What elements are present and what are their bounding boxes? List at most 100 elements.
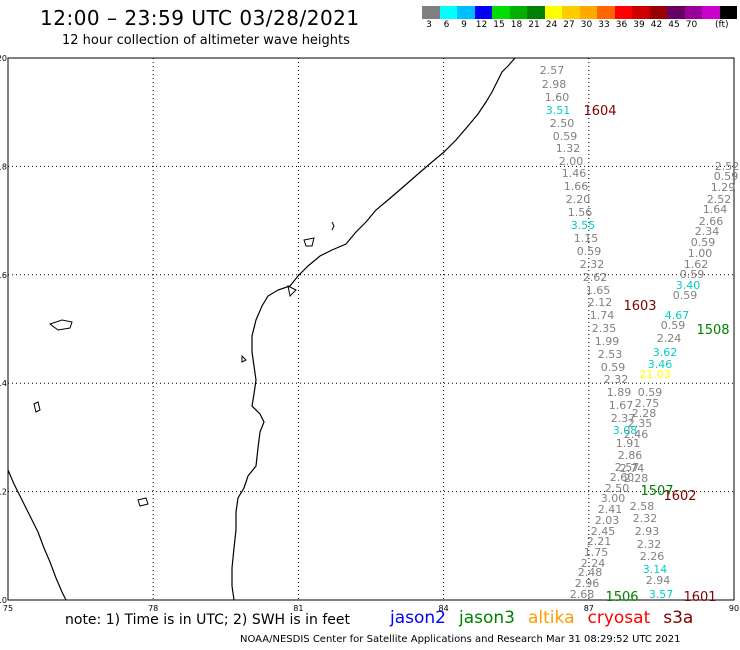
pass-number: 1603 bbox=[623, 299, 656, 314]
wave-height-value: 0.59 bbox=[577, 245, 602, 258]
wave-height-value: 3.57 bbox=[649, 588, 674, 601]
island bbox=[48, 319, 73, 331]
colorbar-swatch bbox=[492, 6, 510, 19]
wave-height-value: 3.55 bbox=[571, 219, 596, 232]
wave-height-value: 2.94 bbox=[646, 574, 671, 587]
wave-height-value: 2.32 bbox=[633, 512, 658, 525]
colorbar-label: 36 bbox=[615, 20, 628, 30]
island bbox=[303, 237, 315, 247]
wave-height-value: 2.12 bbox=[588, 296, 613, 309]
colorbar-label: 70 bbox=[685, 20, 698, 30]
wave-height-value: 2.58 bbox=[630, 500, 655, 513]
wave-height-value: 1.64 bbox=[703, 203, 728, 216]
wave-height-value: 1.66 bbox=[564, 180, 589, 193]
wave-height-value: 2.37 bbox=[611, 412, 636, 425]
lat-tick-label: 16 bbox=[0, 271, 7, 280]
colorbar-swatch bbox=[422, 6, 440, 19]
wave-height-value: 2.34 bbox=[695, 225, 720, 238]
island bbox=[137, 497, 149, 507]
mission-label: jason2 bbox=[390, 608, 446, 628]
credit-line: NOAA/NESDIS Center for Satellite Applica… bbox=[240, 634, 681, 645]
wave-height-value: 2.24 bbox=[581, 557, 606, 570]
wave-height-value: 1.62 bbox=[684, 258, 709, 271]
wave-height-value: 3.62 bbox=[653, 346, 678, 359]
pass-number: 1602 bbox=[663, 489, 696, 504]
wave-height-value: 2.35 bbox=[592, 322, 617, 335]
wave-height-value: 4.67 bbox=[665, 309, 690, 322]
colorbar-unit: (ft) bbox=[715, 20, 729, 30]
lon-tick-label: 84 bbox=[439, 604, 449, 613]
wave-height-value: 2.28 bbox=[624, 472, 649, 485]
lat-tick-label: 12 bbox=[0, 488, 7, 497]
colorbar-label: 15 bbox=[493, 20, 505, 30]
colorbar-label: 33 bbox=[598, 20, 610, 30]
wave-height-value: 1.89 bbox=[607, 386, 632, 399]
pass-number: 1604 bbox=[583, 104, 616, 119]
wave-height-value: 2.32 bbox=[580, 258, 605, 271]
axis-tick-labels: 75 78 81 84 87 90 20 18 16 14 12 10 bbox=[0, 54, 739, 613]
wave-height-value: 2.74 bbox=[620, 462, 645, 475]
wave-height-value: 2.00 bbox=[559, 155, 584, 168]
wave-height-value: 1.99 bbox=[595, 335, 620, 348]
wave-height-value: 0.59 bbox=[680, 268, 705, 281]
wave-height-value: 2.52 bbox=[715, 160, 740, 173]
pass-number: 1508 bbox=[696, 323, 729, 338]
lon-tick-label: 87 bbox=[584, 604, 594, 613]
colorbar-swatch bbox=[562, 6, 580, 19]
wave-height-value: 3.08 bbox=[613, 424, 638, 437]
wave-height-value: 1.46 bbox=[562, 167, 587, 180]
wave-height-value: 2.32 bbox=[637, 538, 662, 551]
island bbox=[331, 221, 335, 231]
wave-height-value: 1.67 bbox=[609, 399, 634, 412]
mission-label: jason3 bbox=[459, 608, 515, 628]
wave-height-value: 0.59 bbox=[691, 236, 716, 249]
lat-tick-label: 20 bbox=[0, 54, 7, 63]
wave-height-value: 0.59 bbox=[661, 319, 686, 332]
coastline-west bbox=[7, 469, 67, 601]
wave-height-values: 2.572.981.603.512.500.591.322.001.461.66… bbox=[540, 64, 740, 601]
wave-height-value: 2.35 bbox=[628, 417, 653, 430]
colorbar-swatch bbox=[474, 6, 492, 19]
wave-height-value: 2.24 bbox=[657, 332, 682, 345]
colorbar-label: 12 bbox=[475, 20, 488, 30]
colorbar-swatch bbox=[597, 6, 615, 19]
colorbar-label: 42 bbox=[650, 20, 663, 30]
colorbar-swatch bbox=[614, 6, 632, 19]
colorbar-swatch bbox=[632, 6, 650, 19]
colorbar-swatch bbox=[439, 6, 457, 19]
pass-number: 1507 bbox=[640, 484, 673, 499]
lon-tick-label: 81 bbox=[293, 604, 303, 613]
wave-height-value: 2.32 bbox=[604, 373, 629, 386]
colorbar-swatch bbox=[457, 6, 475, 19]
wave-height-value: 2.75 bbox=[635, 397, 660, 410]
mission-label: altika bbox=[528, 608, 575, 628]
wave-height-value: 1.32 bbox=[556, 142, 581, 155]
wave-height-value: 2.98 bbox=[542, 78, 567, 91]
wave-height-value: 2.45 bbox=[591, 525, 616, 538]
lon-tick-label: 90 bbox=[729, 604, 739, 613]
wave-height-value: 1.29 bbox=[711, 181, 736, 194]
colorbar-label: 27 bbox=[563, 20, 575, 30]
colorbar-swatch bbox=[527, 6, 545, 19]
wave-height-value: 2.26 bbox=[640, 550, 665, 563]
wave-height-value: 3.14 bbox=[643, 563, 668, 576]
mission-label: s3a bbox=[663, 608, 694, 628]
mission-legend: jason2 jason3 altika cryosat s3a bbox=[390, 608, 706, 628]
colorbar-swatch bbox=[649, 6, 667, 19]
wave-height-value: 1.74 bbox=[590, 309, 615, 322]
pass-number: 1601 bbox=[683, 590, 716, 605]
colorbar-swatch bbox=[684, 6, 702, 19]
coastline bbox=[231, 57, 516, 601]
wave-height-colorbar bbox=[422, 6, 737, 19]
colorbar-label: 30 bbox=[580, 20, 593, 30]
wave-height-value: 0.59 bbox=[638, 386, 663, 399]
wave-height-value: 21.03 bbox=[639, 368, 671, 381]
map-title: 12:00 – 23:59 UTC 03/28/2021 bbox=[40, 6, 360, 30]
footer-note: note: 1) Time is in UTC; 2) SWH is in fe… bbox=[65, 612, 351, 628]
colorbar-label: 45 bbox=[668, 20, 680, 30]
wave-height-value: 1.60 bbox=[545, 91, 570, 104]
wave-height-value: 0.59 bbox=[673, 289, 698, 302]
wave-height-value: 2.41 bbox=[598, 503, 623, 516]
wave-height-value: 1.00 bbox=[688, 247, 713, 260]
wave-height-value: 2.53 bbox=[598, 348, 623, 361]
